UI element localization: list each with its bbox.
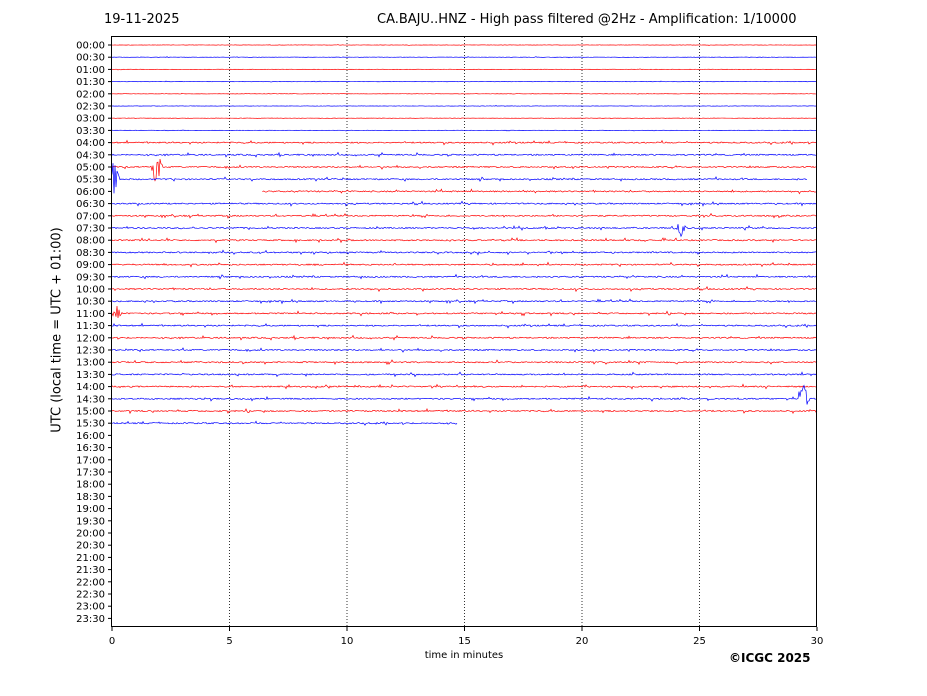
trace-0000 [112,44,818,46]
y-tick-label: 06:30 [76,199,105,210]
y-tick-label: 16:00 [76,431,105,442]
trace-0200 [111,92,818,95]
y-tick-label: 21:00 [76,553,105,564]
y-tick-label: 22:00 [76,577,105,588]
trace-1230 [111,347,818,353]
copyright-label: ©ICGC 2025 [729,651,811,665]
y-tick-label: 14:30 [76,394,105,405]
x-axis-label: time in minutes [424,650,504,661]
y-tick-label: 18:30 [76,492,105,503]
trace-0100 [111,68,818,71]
y-tick-label: 04:00 [76,138,105,149]
y-tick-label: 17:30 [76,468,105,479]
trace-1430 [111,384,818,405]
y-tick-label: 13:00 [76,358,105,369]
y-tick-label: 01:00 [76,65,105,76]
y-tick-label: 13:30 [76,370,105,381]
y-tick-label: 10:30 [76,297,105,308]
y-tick-label: 10:00 [76,285,105,296]
trace-0700 [111,212,818,219]
y-tick-label: 23:00 [76,602,105,613]
trace-0530 [111,163,808,194]
date-label: 19-11-2025 [104,12,180,27]
trace-1530 [111,420,458,426]
y-tick-label: 08:00 [76,236,105,247]
trace-0330 [111,129,818,132]
y-tick-label: 16:30 [76,443,105,454]
trace-1200 [111,334,818,341]
y-tick-label: 03:30 [76,126,105,137]
trace-0230 [111,104,818,107]
y-tick-label: 05:30 [76,175,105,186]
y-tick-label: 15:30 [76,419,105,430]
y-tick-label: 19:30 [76,516,105,527]
grid-layer [229,37,700,627]
trace-1030 [111,298,818,305]
y-tick-label: 04:30 [76,150,105,161]
x-axis-ticks: 0 5 10 15 20 25 30 [109,627,824,647]
trace-0900 [111,261,817,268]
plot-frame [111,36,817,627]
y-tick-label: 21:30 [76,565,105,576]
trace-1000 [111,286,818,293]
y-tick-label: 07:00 [76,211,105,222]
y-tick-label: 22:30 [76,590,105,601]
y-tick-label: 19:00 [76,504,105,515]
y-tick-label: 12:30 [76,346,105,357]
trace-0800 [111,237,818,244]
x-tick-label: 25 [693,636,706,647]
y-tick-label: 06:00 [76,187,105,198]
trace-0930 [111,273,818,280]
y-tick-label: 05:00 [76,163,105,174]
y-tick-label: 17:00 [76,455,105,466]
y-tick-label: 20:00 [76,529,105,540]
y-tick-label: 11:00 [76,309,105,320]
trace-0830 [111,249,818,256]
x-tick-label: 5 [226,636,232,647]
trace-0630 [111,200,818,207]
y-tick-label: 00:30 [76,53,105,64]
trace-1300 [111,359,818,366]
y-tick-label: 12:00 [76,333,105,344]
y-tick-label: 03:00 [76,114,105,125]
y-tick-label: 14:00 [76,382,105,393]
trace-1400 [111,383,818,390]
trace-layer [111,44,818,426]
y-tick-label: 15:00 [76,407,105,418]
x-tick-label: 30 [811,636,824,647]
x-tick-label: 20 [576,636,589,647]
y-tick-label: 20:30 [76,541,105,552]
trace-1130 [111,322,818,329]
trace-1100 [111,306,818,318]
y-tick-label: 08:30 [76,248,105,259]
y-tick-label: 01:30 [76,77,105,88]
trace-0600 [262,188,817,195]
chart-title: CA.BAJU..HNZ - High pass filtered @2Hz -… [377,12,797,27]
y-tick-label: 23:30 [76,614,105,625]
trace-1500 [111,407,818,415]
y-tick-label: 02:30 [76,102,105,113]
y-tick-label: 18:00 [76,480,105,491]
trace-0730 [111,224,818,238]
y-tick-label: 09:00 [76,260,105,271]
y-tick-label: 09:30 [76,272,105,283]
trace-0400 [111,139,818,146]
trace-0430 [111,151,818,158]
y-tick-label: 00:00 [76,41,105,52]
x-tick-label: 10 [341,636,354,647]
x-tick-label: 15 [458,636,471,647]
y-tick-label: 11:30 [76,321,105,332]
trace-0030 [111,56,818,59]
trace-1330 [111,371,818,378]
x-tick-label: 0 [109,636,115,647]
trace-0300 [111,117,818,120]
trace-0130 [111,80,818,83]
trace-0500 [111,158,818,182]
y-tick-label: 07:30 [76,224,105,235]
y-tick-label: 02:00 [76,89,105,100]
